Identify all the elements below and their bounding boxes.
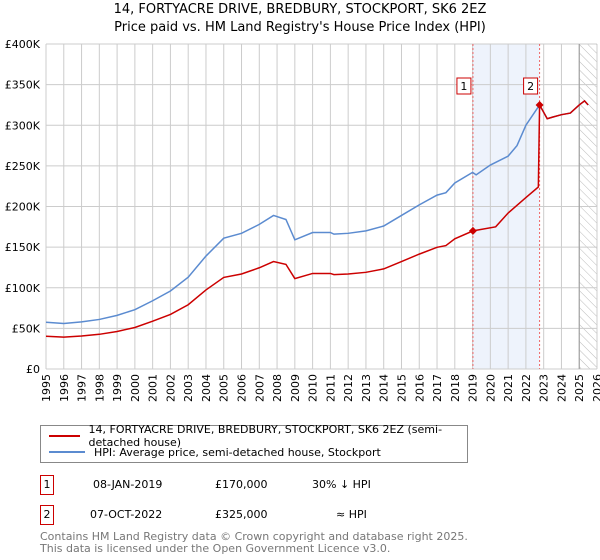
x-tick-label: 1999 (111, 374, 124, 402)
x-tick-label: 2013 (360, 374, 373, 402)
footer-line: This data is licensed under the Open Gov… (40, 542, 391, 555)
chart-svg: 1995 1996 1997 1998 1999 2000 2001 2002 2003 2004… (5, 38, 600, 402)
x-tick-label: 1998 (93, 374, 106, 402)
legend-swatch-red (49, 435, 80, 437)
sale-label-box (523, 77, 539, 95)
y-tick-label: £150K (5, 241, 41, 254)
x-tick-label: 2002 (164, 374, 177, 402)
y-tick-label: £350K (5, 79, 41, 92)
x-tick-label: 2022 (520, 374, 533, 402)
x-tick-label: 2019 (467, 374, 480, 402)
sale-price: £325,000 (215, 508, 268, 521)
x-tick-label: 2010 (307, 374, 320, 402)
y-tick-label: £250K (5, 160, 41, 173)
x-tick-label: 2018 (449, 374, 462, 402)
x-tick-label: 1997 (76, 374, 89, 402)
x-tick-label: 2014 (378, 374, 391, 402)
x-tick-label: 2001 (147, 374, 160, 402)
footer: Contains HM Land Registry data © Crown c… (40, 531, 468, 555)
sale-label: 1 (460, 80, 467, 93)
sale-date: 07-OCT-2022 (90, 508, 163, 521)
x-tick-label: 2016 (413, 374, 426, 402)
x-tick-label: 2012 (342, 374, 355, 402)
x-tick-label: 1996 (58, 374, 71, 402)
sale-date: 08-JAN-2019 (93, 478, 163, 491)
legend: 14, FORTYACRE DRIVE, BREDBURY, STOCKPORT… (40, 423, 468, 463)
legend-swatch-blue (49, 451, 85, 453)
chart-subtitle: Price paid vs. HM Land Registry's House … (114, 20, 486, 35)
x-tick-label: 2003 (182, 374, 195, 402)
x-tick-label: 2006 (236, 374, 249, 402)
x-tick-label: 2015 (395, 374, 408, 402)
y-tick-label: £200K (5, 201, 41, 214)
y-tick-label: £300K (5, 119, 41, 132)
table-row: 2 07-OCT-2022 £325,000 ≈ HPI (40, 505, 440, 525)
x-tick-label: 2025 (573, 374, 586, 402)
y-tick-label: £50K (12, 322, 41, 335)
legend-label: 14, FORTYACRE DRIVE, BREDBURY, STOCKPORT… (88, 423, 443, 449)
footer-line: Contains HM Land Registry data © Crown c… (40, 530, 468, 543)
x-tick-label: 2009 (289, 374, 302, 402)
x-tick-label: 2020 (484, 374, 497, 402)
x-tick-label: 2007 (253, 374, 266, 402)
hpi-relation: ≈ HPI (336, 508, 367, 521)
x-tick-label: 2024 (555, 374, 568, 402)
x-tick-label: 2023 (538, 374, 551, 402)
legend-item-property: 14, FORTYACRE DRIVE, BREDBURY, STOCKPORT… (49, 423, 467, 449)
legend-item-hpi: HPI: Average price, semi-detached house,… (49, 445, 381, 459)
sale-point (468, 226, 477, 235)
price-paid-line (45, 99, 589, 338)
x-tick-label: 2008 (271, 374, 284, 402)
table-row: 1 08-JAN-2019 £170,000 30% ↓ HPI (40, 475, 440, 495)
sale-price: £170,000 (215, 478, 268, 491)
marker-badge: 1 (40, 475, 54, 495)
sale-label-box (456, 77, 472, 95)
y-tick-label: £400K (5, 38, 41, 51)
x-tick-label: 1995 (40, 374, 53, 402)
x-tick-label: 2011 (324, 374, 337, 402)
x-tick-label: 2004 (200, 374, 213, 402)
y-tick-label: £100K (5, 282, 41, 295)
x-tick-label: 2000 (129, 374, 142, 402)
x-tick-label: 2005 (218, 374, 231, 402)
y-tick-label: £0 (26, 363, 40, 376)
x-tick-label: 2021 (502, 374, 515, 402)
legend-label: HPI: Average price, semi-detached house,… (94, 445, 381, 459)
sale-label: 2 (527, 80, 534, 93)
sale-point (535, 100, 544, 109)
hpi-relation: 30% ↓ HPI (312, 478, 371, 491)
marker-badge: 2 (40, 505, 54, 525)
x-tick-label: 2026 (591, 374, 600, 402)
chart-title: 14, FORTYACRE DRIVE, BREDBURY, STOCKPORT… (113, 2, 487, 17)
x-tick-label: 2017 (431, 374, 444, 402)
